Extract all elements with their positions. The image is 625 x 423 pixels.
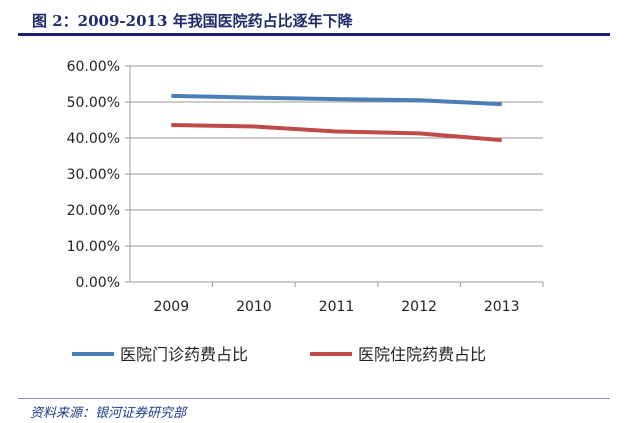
y-tick-label: 0.00%: [76, 275, 120, 291]
y-tick-label: 30.00%: [67, 167, 120, 183]
series-line-2: [171, 123, 502, 143]
x-tick-label: 2010: [236, 299, 272, 315]
footer-divider: [18, 398, 610, 399]
series-line-1: [171, 93, 502, 107]
x-tick-label: 2011: [319, 299, 355, 315]
y-tick-label: 60.00%: [67, 59, 120, 75]
title-divider: [18, 33, 610, 36]
x-tick-label: 2012: [401, 299, 437, 315]
legend-label-1: 医院门诊药费占比: [120, 345, 248, 364]
source-note: 资料来源：银河证券研究部: [30, 406, 187, 421]
x-tick-label: 2013: [484, 299, 520, 315]
y-tick-label: 40.00%: [67, 131, 120, 147]
y-tick-label: 50.00%: [67, 95, 120, 111]
x-tick-label: 2009: [153, 299, 189, 315]
y-tick-label: 20.00%: [67, 203, 120, 219]
line-chart: 0.00% 10.00% 20.00% 30.00% 40.00% 50.00% 60.00…: [67, 59, 544, 364]
y-tick-label: 10.00%: [67, 239, 120, 255]
figure-title: 图 2：2009-2013 年我国医院药占比逐年下降: [32, 12, 353, 30]
legend-label-2: 医院住院药费占比: [358, 345, 486, 364]
